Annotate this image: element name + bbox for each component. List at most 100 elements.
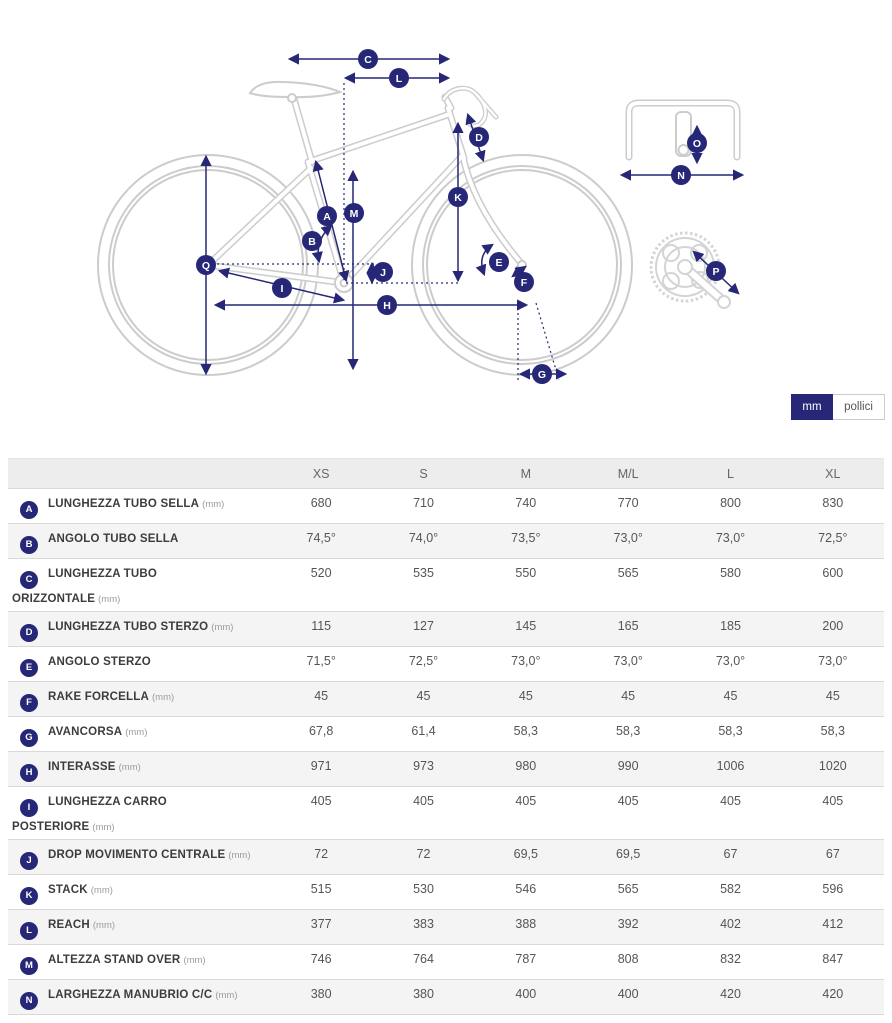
row-letter-badge: G: [20, 729, 38, 747]
value-cell: 405: [720, 794, 741, 808]
value-cell: 120: [782, 1015, 884, 1023]
value-cell: 200: [822, 619, 844, 633]
value-cell: 420: [822, 987, 844, 1001]
value-cell: 110: [679, 1015, 781, 1023]
corner-cell: [8, 459, 270, 474]
row-label: LARGHEZZA MANUBRIO C/C: [48, 989, 213, 1001]
value-cell: 73,0°: [715, 531, 746, 545]
bike-frame: [203, 80, 527, 293]
saddle: [248, 80, 344, 99]
value-cell: 600: [822, 566, 844, 580]
row-label: LUNGHEZZA TUBO STERZO: [48, 621, 209, 633]
value-cell: 990: [617, 759, 639, 773]
row-letter-badge: F: [20, 694, 38, 712]
value-cell: 72: [416, 847, 431, 861]
row-unit: (mm): [90, 885, 113, 896]
value-cell: 115: [311, 619, 332, 633]
value-cell: 680: [310, 496, 332, 510]
svg-text:H: H: [383, 300, 391, 312]
value-cell: 770: [617, 496, 639, 510]
value-cell: 67,8: [308, 724, 334, 738]
value-cell: 847: [822, 952, 844, 966]
row-unit: (mm): [152, 692, 175, 703]
geometry-table: XS S M M/L L XL A LUNGHEZZA TUBO SELLA (mm) 680 71…: [8, 458, 884, 1023]
row-label: ALTEZZA STAND OVER: [48, 954, 181, 966]
row-unit: (mm): [125, 727, 148, 738]
size-header: M: [520, 467, 532, 481]
table-header-row: XS S M M/L L XL: [8, 458, 884, 488]
value-cell: 405: [413, 794, 434, 808]
row-letter-badge: H: [20, 764, 38, 782]
value-cell: 380: [310, 987, 332, 1001]
value-cell: 67: [723, 847, 738, 861]
value-cell: 72: [314, 847, 329, 861]
value-cell: 565: [617, 566, 639, 580]
size-header: S: [419, 467, 428, 481]
row-label-cell: H INTERASSE (mm): [8, 752, 270, 786]
table-row: F RAKE FORCELLA (mm) 45 45 45 45 45 45: [8, 681, 884, 716]
svg-text:J: J: [380, 267, 386, 279]
value-cell: 58,3: [615, 724, 641, 738]
size-header: M/L: [617, 467, 639, 481]
crank-arm: [677, 259, 731, 309]
marker-badge-g: G: [532, 364, 552, 384]
value-cell: 58,3: [718, 724, 743, 738]
value-cell: 582: [720, 882, 741, 896]
row-unit: (mm): [92, 822, 115, 833]
table-row: N LARGHEZZA MANUBRIO C/C (mm) 380 380 400 400 4…: [8, 979, 884, 1014]
value-cell: 45: [723, 689, 738, 703]
unit-toggle: mm pollici: [791, 394, 885, 420]
value-cell: 710: [413, 496, 434, 510]
row-label-cell: B ANGOLO TUBO SELLA: [8, 524, 270, 558]
table-row: K STACK (mm) 515 530 546 565 582 596: [8, 874, 884, 909]
value-cell: 127: [413, 619, 434, 633]
row-unit: (mm): [211, 622, 234, 633]
value-cell: 388: [515, 917, 537, 931]
row-label-cell: D LUNGHEZZA TUBO STERZO (mm): [8, 612, 270, 646]
value-cell: 1020: [818, 759, 847, 773]
row-label: INTERASSE: [48, 761, 116, 773]
value-cell: 392: [617, 917, 639, 931]
row-label: REACH: [48, 919, 90, 931]
value-cell: 400: [617, 987, 639, 1001]
value-cell: 787: [515, 952, 537, 966]
marker-badge-m: M: [344, 203, 364, 223]
value-cell: 830: [822, 496, 844, 510]
table-row: I LUNGHEZZA CARRO POSTERIORE (mm) 405 405 405…: [8, 786, 884, 839]
svg-text:A: A: [323, 211, 331, 223]
svg-text:N: N: [677, 170, 685, 182]
value-cell: 73,0°: [715, 654, 746, 668]
row-label-cell: C LUNGHEZZA TUBO ORIZZONTALE (mm): [8, 559, 270, 611]
value-cell: 800: [720, 496, 741, 510]
value-cell: 71,5°: [306, 654, 336, 668]
value-cell: 832: [720, 952, 741, 966]
value-cell: 185: [720, 619, 741, 633]
value-cell: 973: [413, 759, 434, 773]
row-unit: (mm): [183, 955, 206, 966]
svg-text:B: B: [308, 236, 316, 248]
row-label: LUNGHEZZA TUBO SELLA: [48, 498, 200, 510]
value-cell: 380: [413, 987, 434, 1001]
table-row: D LUNGHEZZA TUBO STERZO (mm) 115 127 145 165 18…: [8, 611, 884, 646]
row-unit: (mm): [98, 594, 121, 605]
row-label-cell: F RAKE FORCELLA (mm): [8, 682, 270, 716]
svg-text:I: I: [281, 283, 284, 295]
row-label: DROP MOVIMENTO CENTRALE: [48, 849, 226, 861]
row-unit: (mm): [215, 990, 238, 1001]
value-cell: 405: [310, 794, 332, 808]
marker-badge-i: I: [272, 278, 292, 298]
value-cell: 165: [617, 619, 639, 633]
value-cell: 405: [617, 794, 639, 808]
row-label-cell: A LUNGHEZZA TUBO SELLA (mm): [8, 489, 270, 523]
table-row: L REACH (mm) 377 383 388 392 402 412: [8, 909, 884, 944]
pollici-toggle-button[interactable]: pollici: [833, 394, 885, 420]
row-label: AVANCORSA: [48, 726, 123, 738]
mm-toggle-button[interactable]: mm: [791, 394, 833, 420]
table-row: H INTERASSE (mm) 971 973 980 990 1006 1020: [8, 751, 884, 786]
svg-text:F: F: [521, 277, 528, 289]
marker-badge-o: O: [687, 133, 707, 153]
svg-text:K: K: [454, 192, 462, 204]
row-letter-badge: D: [20, 624, 38, 642]
row-label: RAKE FORCELLA: [48, 691, 149, 703]
